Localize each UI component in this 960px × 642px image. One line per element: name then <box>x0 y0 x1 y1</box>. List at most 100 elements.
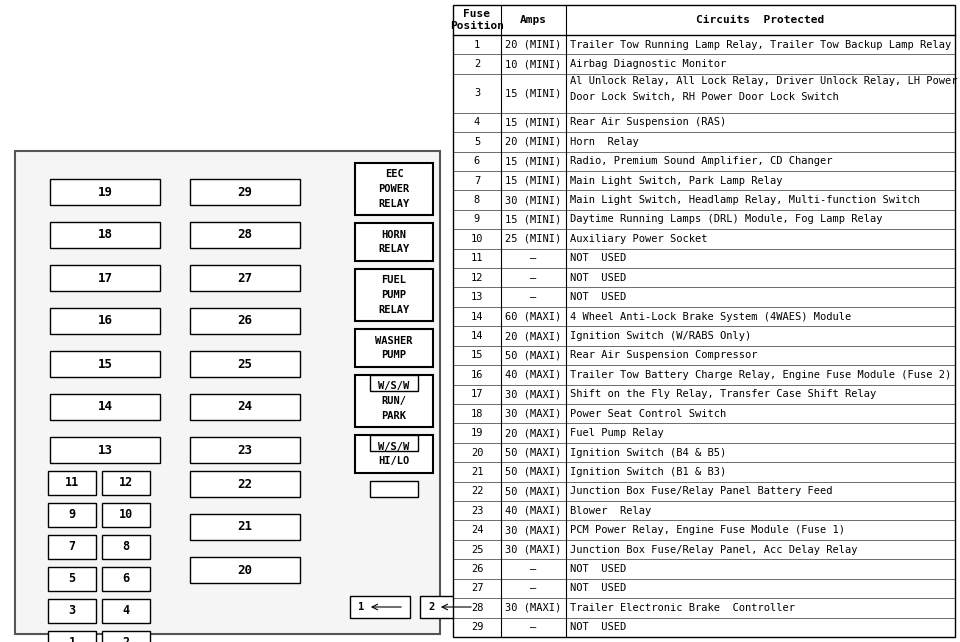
Text: 10: 10 <box>470 234 483 244</box>
Bar <box>50 265 160 291</box>
Text: 13: 13 <box>98 444 112 456</box>
Text: 30 (MINI): 30 (MINI) <box>505 195 562 205</box>
Bar <box>50 437 160 463</box>
Text: Door Lock Switch, RH Power Door Lock Switch: Door Lock Switch, RH Power Door Lock Swi… <box>570 92 839 102</box>
Bar <box>420 596 480 618</box>
Text: 10 (MINI): 10 (MINI) <box>505 59 562 69</box>
Text: 28: 28 <box>470 603 483 613</box>
Text: –: – <box>530 292 537 302</box>
Text: 2: 2 <box>428 602 434 612</box>
Text: 15: 15 <box>470 351 483 360</box>
Bar <box>102 631 150 642</box>
Text: 25: 25 <box>470 544 483 555</box>
Bar <box>48 599 96 623</box>
Text: 16: 16 <box>98 315 112 327</box>
Text: 20 (MAXI): 20 (MAXI) <box>505 428 562 438</box>
Bar <box>48 471 96 495</box>
Bar <box>102 535 150 559</box>
Text: 29: 29 <box>470 622 483 632</box>
Text: HI/LO: HI/LO <box>378 456 410 467</box>
Bar <box>50 308 160 334</box>
Text: 1: 1 <box>68 636 76 642</box>
Text: PARK: PARK <box>381 411 406 421</box>
Text: 50 (MAXI): 50 (MAXI) <box>505 447 562 458</box>
Bar <box>190 471 300 497</box>
Text: 5: 5 <box>474 137 480 147</box>
Text: 20: 20 <box>470 447 483 458</box>
Bar <box>190 308 300 334</box>
Text: 30 (MAXI): 30 (MAXI) <box>505 525 562 535</box>
Text: 6: 6 <box>474 156 480 166</box>
Bar <box>190 222 300 248</box>
Text: Shift on the Fly Relay, Transfer Case Shift Relay: Shift on the Fly Relay, Transfer Case Sh… <box>570 389 876 399</box>
Text: 20 (MINI): 20 (MINI) <box>505 137 562 147</box>
Text: Trailer Tow Battery Charge Relay, Engine Fuse Module (Fuse 2): Trailer Tow Battery Charge Relay, Engine… <box>570 370 951 380</box>
Bar <box>190 514 300 540</box>
Text: 15 (MINI): 15 (MINI) <box>505 117 562 127</box>
Text: RELAY: RELAY <box>378 305 410 315</box>
Text: 15 (MINI): 15 (MINI) <box>505 176 562 186</box>
Text: NOT  USED: NOT USED <box>570 273 626 282</box>
Text: Auxiliary Power Socket: Auxiliary Power Socket <box>570 234 708 244</box>
Text: NOT  USED: NOT USED <box>570 254 626 263</box>
Text: 27: 27 <box>470 584 483 593</box>
Bar <box>50 394 160 420</box>
Text: 50 (MAXI): 50 (MAXI) <box>505 467 562 477</box>
Text: Airbag Diagnostic Monitor: Airbag Diagnostic Monitor <box>570 59 727 69</box>
Text: Horn  Relay: Horn Relay <box>570 137 638 147</box>
Text: –: – <box>530 584 537 593</box>
Text: 2: 2 <box>474 59 480 69</box>
Bar <box>355 163 433 215</box>
Text: 13: 13 <box>470 292 483 302</box>
Text: –: – <box>530 273 537 282</box>
Text: 4: 4 <box>474 117 480 127</box>
Text: Al Unlock Relay, All Lock Relay, Driver Unlock Relay, LH Power: Al Unlock Relay, All Lock Relay, Driver … <box>570 76 957 85</box>
Text: 5: 5 <box>68 573 76 586</box>
Text: 20: 20 <box>237 564 252 577</box>
Text: WASHER: WASHER <box>375 336 413 345</box>
Text: FUEL: FUEL <box>381 275 406 285</box>
Bar <box>102 567 150 591</box>
Text: Radio, Premium Sound Amplifier, CD Changer: Radio, Premium Sound Amplifier, CD Chang… <box>570 156 832 166</box>
Text: 15 (MINI): 15 (MINI) <box>505 88 562 98</box>
Text: 10: 10 <box>119 508 133 521</box>
Text: PUMP: PUMP <box>381 290 406 300</box>
Text: –: – <box>530 254 537 263</box>
Text: Ignition Switch (W/RABS Only): Ignition Switch (W/RABS Only) <box>570 331 752 341</box>
Bar <box>102 471 150 495</box>
Bar <box>48 503 96 527</box>
Text: 30 (MAXI): 30 (MAXI) <box>505 409 562 419</box>
Text: Ignition Switch (B4 & B5): Ignition Switch (B4 & B5) <box>570 447 727 458</box>
Text: 11: 11 <box>65 476 79 489</box>
Text: RELAY: RELAY <box>378 199 410 209</box>
Text: 18: 18 <box>470 409 483 419</box>
Text: 18: 18 <box>98 229 112 241</box>
Bar <box>355 435 433 473</box>
Text: 24: 24 <box>470 525 483 535</box>
Text: 50 (MAXI): 50 (MAXI) <box>505 351 562 360</box>
Text: 20 (MINI): 20 (MINI) <box>505 40 562 49</box>
Text: 23: 23 <box>470 506 483 516</box>
Text: 14: 14 <box>470 311 483 322</box>
Text: 17: 17 <box>98 272 112 284</box>
Text: Trailer Tow Running Lamp Relay, Trailer Tow Backup Lamp Relay: Trailer Tow Running Lamp Relay, Trailer … <box>570 40 951 49</box>
Text: PCM Power Relay, Engine Fuse Module (Fuse 1): PCM Power Relay, Engine Fuse Module (Fus… <box>570 525 845 535</box>
Text: NOT  USED: NOT USED <box>570 584 626 593</box>
Bar <box>453 5 955 637</box>
Text: 8: 8 <box>474 195 480 205</box>
Text: NOT  USED: NOT USED <box>570 564 626 574</box>
Text: 21: 21 <box>470 467 483 477</box>
Text: Blower  Relay: Blower Relay <box>570 506 651 516</box>
Text: –: – <box>530 564 537 574</box>
Text: Main Light Switch, Headlamp Relay, Multi-function Switch: Main Light Switch, Headlamp Relay, Multi… <box>570 195 920 205</box>
Text: 25: 25 <box>237 358 252 370</box>
Text: W/S/W: W/S/W <box>378 442 410 451</box>
Text: PUMP: PUMP <box>381 351 406 360</box>
Text: 30 (MAXI): 30 (MAXI) <box>505 389 562 399</box>
Text: 30 (MAXI): 30 (MAXI) <box>505 603 562 613</box>
Text: 29: 29 <box>237 186 252 198</box>
Text: 15: 15 <box>98 358 112 370</box>
Text: 50 (MAXI): 50 (MAXI) <box>505 487 562 496</box>
Text: 7: 7 <box>474 176 480 186</box>
Bar <box>102 599 150 623</box>
